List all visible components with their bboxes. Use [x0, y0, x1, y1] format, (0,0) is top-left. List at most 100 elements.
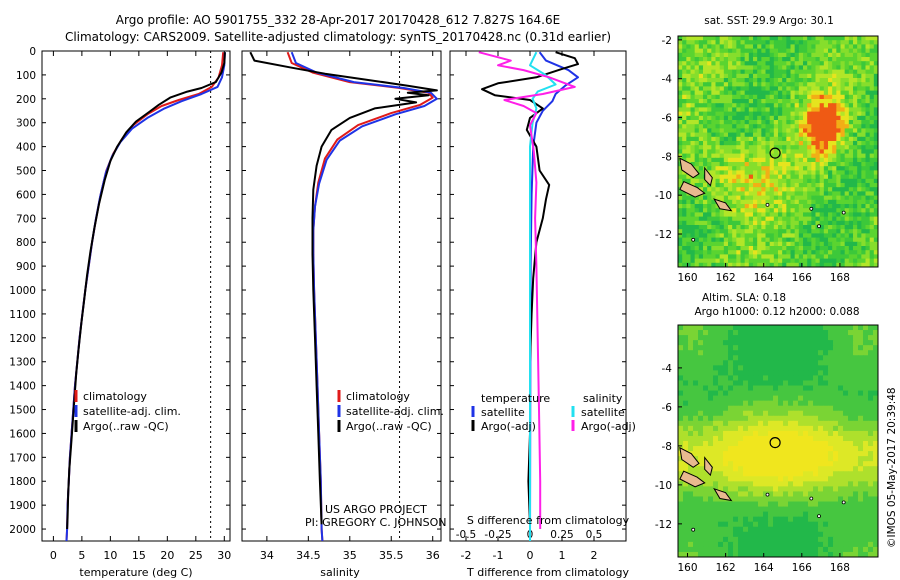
field-cell [740, 225, 746, 230]
field-cell [818, 405, 824, 412]
field-cell [838, 451, 844, 457]
field-cell [740, 174, 746, 180]
field-cell [703, 48, 708, 54]
field-cell [843, 506, 849, 513]
field-cell [757, 82, 762, 87]
field-cell [711, 178, 717, 184]
field-cell [848, 435, 854, 442]
field-cell [853, 546, 859, 553]
field-cell [786, 153, 792, 159]
depth-tick-label: 100 [16, 70, 36, 82]
field-cell [798, 385, 804, 392]
field-cell [844, 178, 850, 184]
field-cell [693, 395, 699, 402]
field-cell [798, 481, 804, 487]
field-cell [828, 435, 834, 442]
field-cell [738, 325, 744, 331]
field-cell [728, 183, 733, 188]
field-cell [794, 69, 800, 75]
field-cell [869, 166, 875, 171]
field-cell [707, 250, 712, 255]
field-cell [857, 120, 862, 125]
field-cell [840, 246, 846, 251]
field-cell [708, 375, 714, 382]
field-cell [848, 496, 854, 503]
field-cell [678, 254, 683, 260]
field-cell [688, 410, 694, 417]
field-cell [853, 115, 858, 121]
field-cell [836, 69, 842, 75]
field-cell [744, 69, 750, 75]
field-cell [693, 471, 699, 477]
field-cell [698, 94, 704, 100]
field-cell [865, 120, 871, 125]
field-cell [828, 115, 833, 121]
field-cell [853, 212, 858, 218]
field-cell [769, 220, 775, 226]
field-cell [707, 208, 712, 213]
field-cell [823, 345, 829, 351]
field-cell [873, 166, 878, 171]
field-cell [857, 141, 862, 146]
field-cell [813, 521, 819, 528]
field-cell [748, 90, 754, 96]
field-cell [683, 430, 689, 437]
field-cell [794, 162, 800, 167]
field-cell [843, 395, 849, 402]
field-cell [807, 132, 812, 138]
field-cell [761, 229, 767, 234]
field-cell [807, 120, 812, 125]
field-cell [782, 195, 787, 201]
field-cell [865, 170, 871, 176]
field-cell [723, 48, 729, 54]
field-cell [786, 199, 792, 205]
field-cell [688, 380, 694, 387]
field-cell [778, 531, 784, 538]
field-cell [707, 128, 712, 134]
field-cell [738, 531, 744, 538]
field-cell [807, 141, 812, 146]
field-cell [844, 48, 850, 54]
field-cell [690, 136, 696, 142]
field-cell [719, 86, 725, 92]
field-cell [786, 44, 792, 50]
small-islet [765, 492, 770, 497]
field-cell [783, 360, 789, 366]
field-cell [861, 44, 867, 50]
field-cell [732, 195, 737, 201]
field-cell [765, 170, 771, 176]
field-cell [861, 208, 867, 213]
field-cell [694, 57, 700, 62]
field-cell [808, 541, 814, 548]
field-cell [803, 103, 808, 108]
field-cell [848, 48, 854, 54]
field-cell [832, 90, 837, 96]
field-cell [694, 128, 700, 134]
field-cell [848, 400, 854, 407]
field-cell [782, 178, 787, 184]
field-cell [873, 385, 878, 392]
field-cell [713, 501, 719, 508]
field-cell [790, 170, 796, 176]
field-cell [690, 103, 696, 108]
field-cell [836, 103, 842, 108]
field-cell [786, 111, 792, 117]
field-cell [873, 107, 878, 113]
field-cell [688, 441, 694, 447]
field-cell [803, 132, 808, 138]
field-cell [844, 174, 850, 180]
field-cell [703, 73, 708, 79]
field-cell [738, 360, 744, 366]
field-cell [865, 187, 871, 192]
field-cell [763, 461, 769, 467]
field-cell [808, 390, 814, 397]
field-cell [728, 174, 733, 180]
field-cell [748, 128, 754, 134]
field-cell [793, 506, 799, 513]
field-cell [794, 44, 800, 50]
field-cell [869, 141, 875, 146]
field-cell [844, 145, 850, 150]
field-cell [786, 187, 792, 192]
field-cell [740, 82, 746, 87]
field-cell [840, 166, 846, 171]
